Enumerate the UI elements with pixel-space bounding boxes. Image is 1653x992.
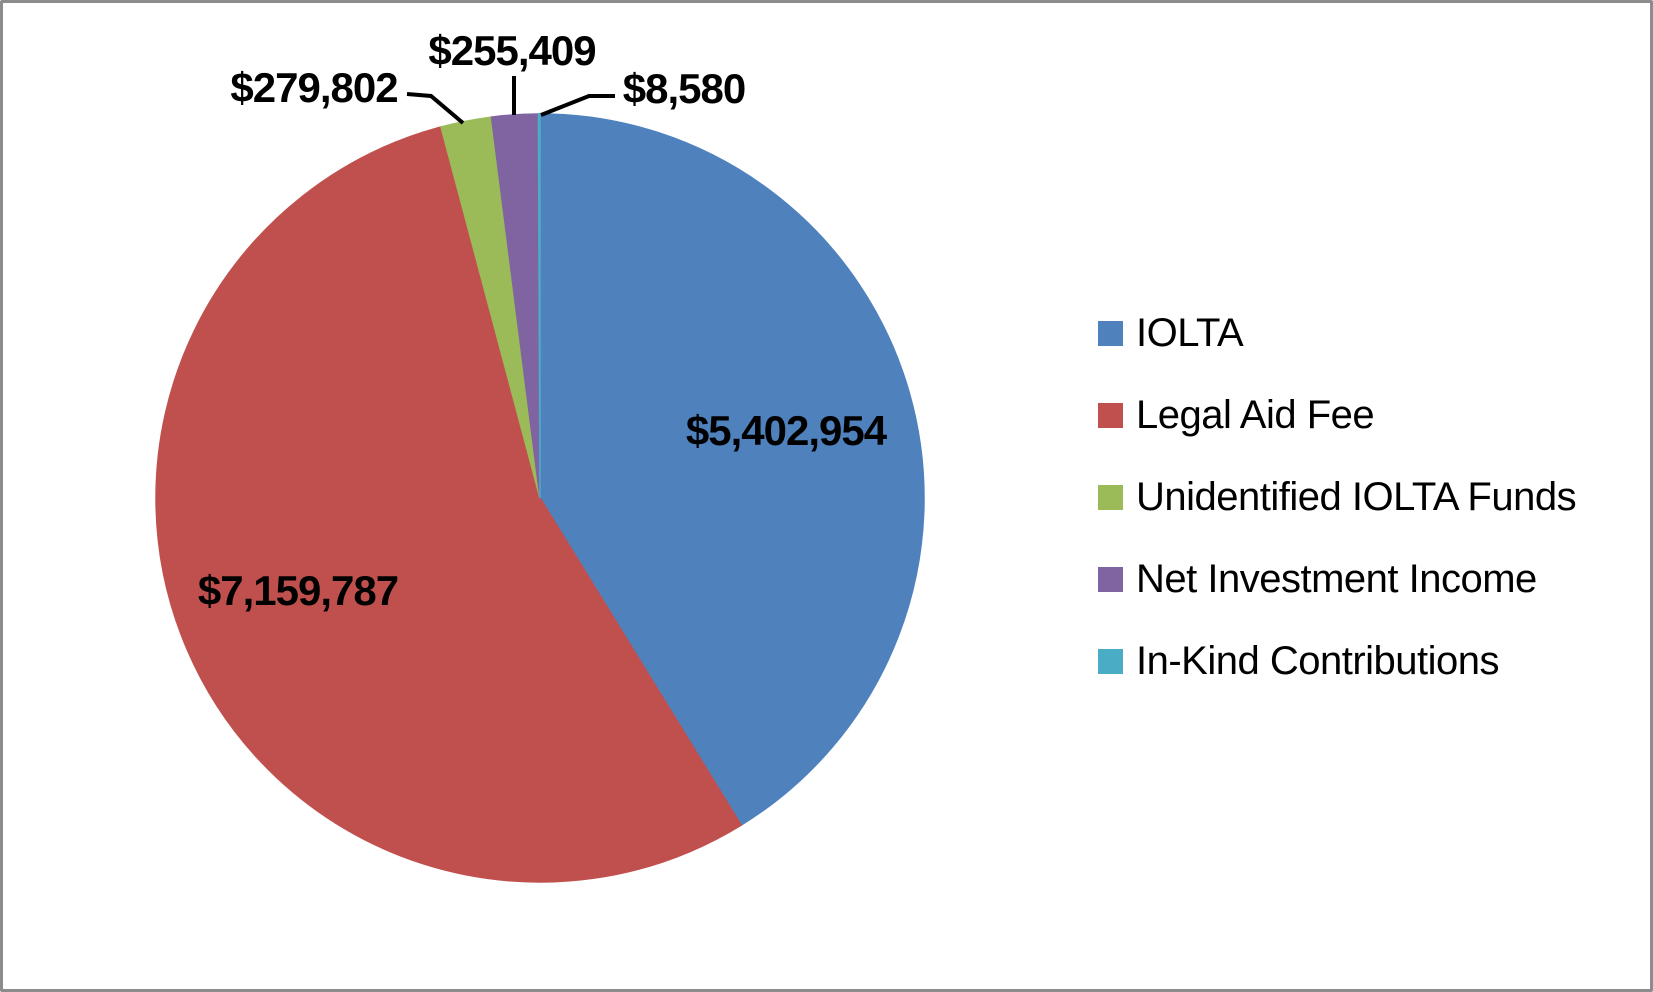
legend-label: In-Kind Contributions [1136,638,1500,683]
legend-swatch-icon [1098,402,1123,428]
legend-label: IOLTA [1136,310,1244,355]
legend-item-legal-aid-fee: Legal Aid Fee [1098,391,1576,439]
legend-swatch-icon [1098,320,1123,346]
legend-swatch-icon [1098,484,1123,510]
data-label-legal-aid-fee: $7,159,787 [197,567,399,614]
legend: IOLTA Legal Aid Fee Unidentified IOLTA F… [1098,309,1577,719]
leader-line-in-kind-contributions [540,94,615,117]
data-label-iolta: $5,402,954 [685,407,887,454]
legend-label: Legal Aid Fee [1136,392,1375,437]
pie-slices [155,113,925,883]
pie-chart: $5,402,954 $7,159,787 $279,802 $255,409 … [3,3,1650,989]
legend-swatch-icon [1098,648,1123,674]
data-label-in-kind-contributions: $8,580 [622,65,746,112]
pie-slice-legal-aid-fee [155,126,743,883]
leader-lines [406,76,615,125]
data-label-unidentified-iolta-funds: $279,802 [230,64,398,111]
legend-item-in-kind-contributions: In-Kind Contributions [1098,637,1576,685]
pie-slice-in-kind-contributions [537,113,541,499]
leader-line-unidentified-iolta-funds [406,92,465,125]
data-label-net-investment-income: $255,409 [428,27,596,74]
legend-label: Net Investment Income [1136,556,1537,601]
legend-swatch-icon [1098,566,1123,592]
legend-label: Unidentified IOLTA Funds [1136,474,1577,519]
pie-plot-svg [155,76,925,883]
legend-item-iolta: IOLTA [1098,309,1576,357]
pie-slice-iolta [539,113,925,827]
legend-item-net-investment-income: Net Investment Income [1098,555,1576,603]
legend-item-unidentified-iolta-funds: Unidentified IOLTA Funds [1098,473,1577,521]
